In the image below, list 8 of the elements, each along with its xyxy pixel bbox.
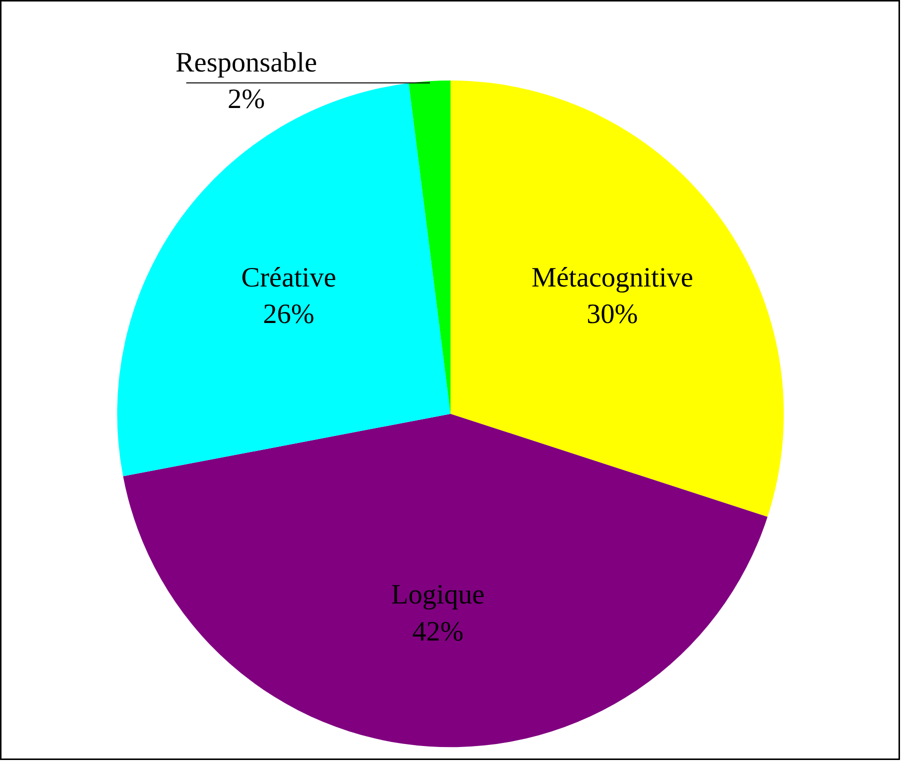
slice-label: Créative [241,262,336,294]
slice-label: Logique [391,580,485,611]
data-label: 2% [228,84,265,115]
slice-label: Métacognitive [531,262,694,294]
data-label: 26% [263,299,314,330]
data-label: 30% [586,299,638,330]
slice-label: Responsable [175,47,317,78]
data-label: 42% [412,616,464,648]
